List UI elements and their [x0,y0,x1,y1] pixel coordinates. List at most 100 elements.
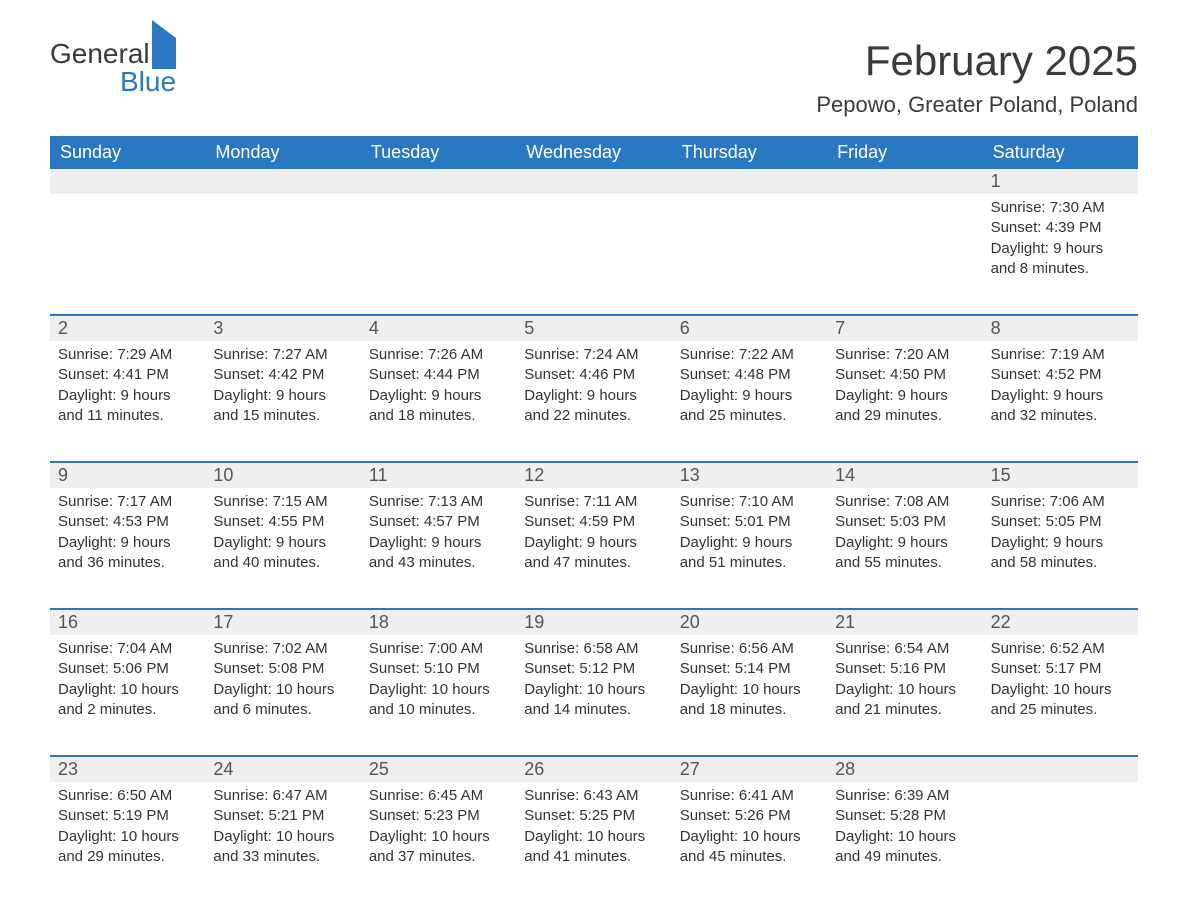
day-number: 18 [361,610,516,635]
day-number: 21 [827,610,982,635]
daynum-strip: 232425262728 [50,757,1138,782]
sunrise-text: Sunrise: 7:11 AM [524,492,663,512]
day-cell: Sunrise: 6:52 AMSunset: 5:17 PMDaylight:… [983,635,1138,735]
day-cell: Sunrise: 6:45 AMSunset: 5:23 PMDaylight:… [361,782,516,882]
day2-text: and 6 minutes. [213,700,352,720]
day-number: 2 [50,316,205,341]
sunrise-text: Sunrise: 6:50 AM [58,786,197,806]
day-cell: Sunrise: 7:20 AMSunset: 4:50 PMDaylight:… [827,341,982,441]
day-number: 11 [361,463,516,488]
calendar: Sunday Monday Tuesday Wednesday Thursday… [50,136,1138,882]
sunrise-text: Sunrise: 7:15 AM [213,492,352,512]
sunset-text: Sunset: 5:19 PM [58,806,197,826]
day-cell [361,194,516,294]
day-number: 4 [361,316,516,341]
day2-text: and 45 minutes. [680,847,819,867]
day-number: 15 [983,463,1138,488]
week-row: 16171819202122Sunrise: 7:04 AMSunset: 5:… [50,608,1138,735]
day-number: 10 [205,463,360,488]
day-number: 3 [205,316,360,341]
day-cell: Sunrise: 7:13 AMSunset: 4:57 PMDaylight:… [361,488,516,588]
day-number: 1 [983,169,1138,194]
sunrise-text: Sunrise: 7:02 AM [213,639,352,659]
day-number: 13 [672,463,827,488]
daynum-strip: 9101112131415 [50,463,1138,488]
sunset-text: Sunset: 5:28 PM [835,806,974,826]
day1-text: Daylight: 10 hours [213,680,352,700]
sunrise-text: Sunrise: 7:29 AM [58,345,197,365]
day1-text: Daylight: 9 hours [369,386,508,406]
sunset-text: Sunset: 4:41 PM [58,365,197,385]
day2-text: and 21 minutes. [835,700,974,720]
sunset-text: Sunset: 5:25 PM [524,806,663,826]
day-number [361,169,516,194]
title-block: February 2025 Pepowo, Greater Poland, Po… [816,40,1138,118]
day-cell: Sunrise: 7:22 AMSunset: 4:48 PMDaylight:… [672,341,827,441]
day2-text: and 55 minutes. [835,553,974,573]
day-cell [672,194,827,294]
day-number: 7 [827,316,982,341]
daynum-strip: 2345678 [50,316,1138,341]
day-number: 17 [205,610,360,635]
sunrise-text: Sunrise: 7:00 AM [369,639,508,659]
day2-text: and 58 minutes. [991,553,1130,573]
sunrise-text: Sunrise: 7:19 AM [991,345,1130,365]
sunset-text: Sunset: 5:06 PM [58,659,197,679]
daynum-strip: 16171819202122 [50,610,1138,635]
day-number [205,169,360,194]
sunset-text: Sunset: 4:59 PM [524,512,663,532]
sunset-text: Sunset: 4:57 PM [369,512,508,532]
day-number: 28 [827,757,982,782]
sunrise-text: Sunrise: 7:24 AM [524,345,663,365]
sunset-text: Sunset: 4:50 PM [835,365,974,385]
day2-text: and 29 minutes. [835,406,974,426]
day1-text: Daylight: 10 hours [58,680,197,700]
sunset-text: Sunset: 5:01 PM [680,512,819,532]
sunset-text: Sunset: 5:05 PM [991,512,1130,532]
day-number: 12 [516,463,671,488]
day-number [983,757,1138,782]
day-number: 8 [983,316,1138,341]
day1-text: Daylight: 10 hours [369,680,508,700]
day1-text: Daylight: 9 hours [680,533,819,553]
weekday-header: Thursday [672,136,827,169]
day1-text: Daylight: 10 hours [524,680,663,700]
day-number [672,169,827,194]
day1-text: Daylight: 9 hours [369,533,508,553]
day1-text: Daylight: 10 hours [680,827,819,847]
day2-text: and 14 minutes. [524,700,663,720]
day2-text: and 18 minutes. [369,406,508,426]
sunset-text: Sunset: 5:26 PM [680,806,819,826]
sunrise-text: Sunrise: 6:54 AM [835,639,974,659]
sunrise-text: Sunrise: 7:10 AM [680,492,819,512]
day-number: 26 [516,757,671,782]
day2-text: and 36 minutes. [58,553,197,573]
day2-text: and 11 minutes. [58,406,197,426]
day1-text: Daylight: 10 hours [524,827,663,847]
day-number: 6 [672,316,827,341]
sunset-text: Sunset: 5:14 PM [680,659,819,679]
week-row: 2345678 Sunrise: 7:29 AMSunset: 4:41 PM Da… [50,314,1138,441]
day-cell [205,194,360,294]
sunset-text: Sunset: 5:08 PM [213,659,352,679]
sunrise-text: Sunrise: 6:41 AM [680,786,819,806]
sunrise-text: Sunrise: 6:39 AM [835,786,974,806]
sunset-text: Sunset: 5:03 PM [835,512,974,532]
day-number: 19 [516,610,671,635]
day1-text: Daylight: 9 hours [213,533,352,553]
sunrise-text: Sunrise: 6:43 AM [524,786,663,806]
day-number: 9 [50,463,205,488]
day2-text: and 10 minutes. [369,700,508,720]
day-number: 20 [672,610,827,635]
day1-text: Daylight: 10 hours [835,680,974,700]
week-row: 9101112131415Sunrise: 7:17 AMSunset: 4:5… [50,461,1138,588]
day2-text: and 37 minutes. [369,847,508,867]
day-cell: Sunrise: 7:27 AMSunset: 4:42 PMDaylight:… [205,341,360,441]
sunset-text: Sunset: 5:17 PM [991,659,1130,679]
day-cell: Sunrise: 7:15 AMSunset: 4:55 PMDaylight:… [205,488,360,588]
day1-text: Daylight: 10 hours [991,680,1130,700]
day-cell: Sunrise: 6:50 AMSunset: 5:19 PMDaylight:… [50,782,205,882]
sunrise-text: Sunrise: 6:45 AM [369,786,508,806]
sunrise-text: Sunrise: 6:47 AM [213,786,352,806]
day-cell [50,194,205,294]
